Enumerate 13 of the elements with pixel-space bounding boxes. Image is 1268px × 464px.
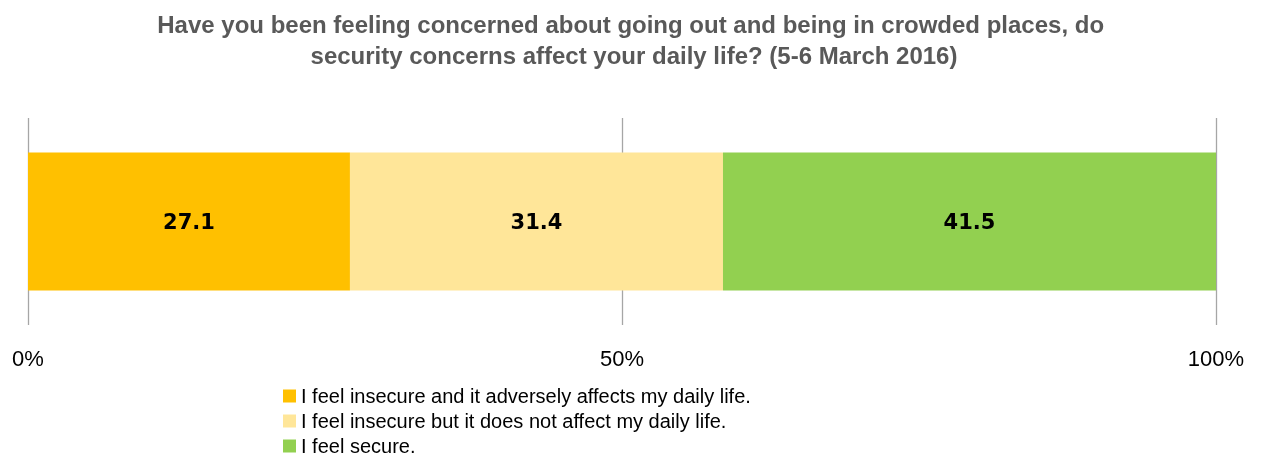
data-label: 31.4 <box>510 209 563 234</box>
bar <box>722 152 1216 291</box>
bar <box>28 152 350 291</box>
data-label: 27.1 <box>163 209 215 234</box>
chart-title: Have you been feeling concerned about going out and being in crowded places, do security concerns affect your daily life? (5-6 March 2016) <box>157 11 1111 69</box>
x-tick-label: 50% <box>599 345 645 371</box>
x-tick-label: 100% <box>1187 345 1245 371</box>
x-tick-label: 0% <box>12 345 44 371</box>
data-label: 41.5 <box>943 209 996 234</box>
legend-label: I feel insecure but it does not affect my daily life. <box>301 410 727 432</box>
legend-label: I feel secure. <box>301 435 416 457</box>
bar <box>349 152 723 291</box>
legend-label: I feel insecure and it adversely affects my daily life. <box>301 385 751 407</box>
